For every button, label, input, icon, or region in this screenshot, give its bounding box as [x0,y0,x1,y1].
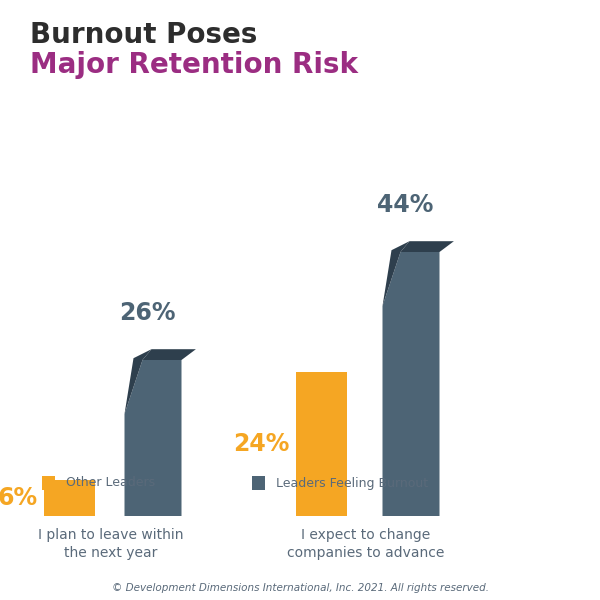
Text: Burnout Poses: Burnout Poses [30,21,257,49]
Bar [296,372,347,516]
Polygon shape [143,349,196,360]
Bar [42,476,55,490]
Polygon shape [125,349,151,414]
Polygon shape [383,241,410,306]
Text: I expect to change
companies to advance: I expect to change companies to advance [287,528,445,560]
Polygon shape [383,252,439,516]
Polygon shape [125,360,182,516]
Bar [44,480,95,516]
Text: 26%: 26% [119,301,176,325]
Text: 44%: 44% [377,193,433,217]
Polygon shape [401,241,454,252]
Text: 6%: 6% [0,486,38,510]
Text: © Development Dimensions International, Inc. 2021. All rights reserved.: © Development Dimensions International, … [112,583,488,593]
Text: Leaders Feeling Burnout: Leaders Feeling Burnout [276,476,428,490]
Text: Other Leaders: Other Leaders [66,476,155,490]
Text: 24%: 24% [233,432,290,456]
Bar [252,476,265,490]
Text: I plan to leave within
the next year: I plan to leave within the next year [38,528,184,560]
Text: Major Retention Risk: Major Retention Risk [30,51,358,79]
